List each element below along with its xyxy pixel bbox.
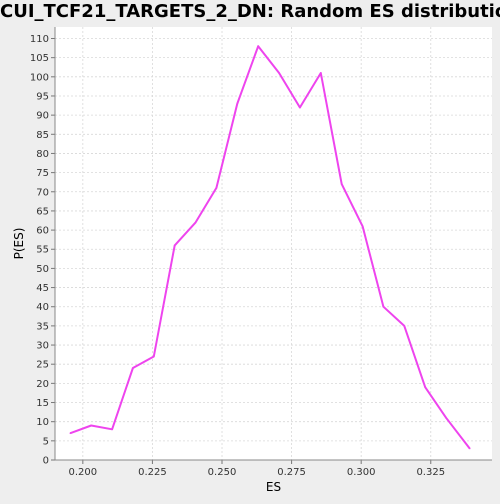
data-point <box>90 424 92 427</box>
y-tick-label: 75 <box>36 168 49 179</box>
data-point <box>403 325 406 327</box>
data-point <box>132 367 134 369</box>
series-line <box>69 45 471 450</box>
y-tick-label: 65 <box>36 206 49 217</box>
data-point <box>445 417 447 419</box>
y-tick-label: 35 <box>36 321 49 332</box>
data-point <box>236 102 239 105</box>
y-tick-label: 90 <box>36 111 49 122</box>
y-tick-label: 25 <box>36 360 49 371</box>
y-tick-label: 15 <box>36 398 49 409</box>
x-tick-label: 0.225 <box>138 467 167 478</box>
x-tick-label: 0.300 <box>347 467 376 478</box>
y-tick-label: 5 <box>43 436 49 447</box>
data-point <box>382 305 385 308</box>
data-point <box>111 428 113 431</box>
data-point <box>153 355 155 358</box>
x-tick-label: 0.200 <box>69 467 98 478</box>
y-tick-label: 20 <box>36 379 49 390</box>
y-tick-label: 45 <box>36 283 49 294</box>
y-tick-label: 80 <box>36 149 49 160</box>
data-point <box>194 221 197 224</box>
y-tick-label: 110 <box>30 34 49 45</box>
data-point <box>299 106 301 109</box>
y-tick-label: 0 <box>43 456 49 467</box>
data-point <box>320 72 322 74</box>
x-axis-title: ES <box>266 480 281 494</box>
y-tick-label: 100 <box>30 72 49 83</box>
y-tick-label: 60 <box>36 226 49 237</box>
data-point <box>424 386 426 388</box>
data-point <box>278 72 280 74</box>
y-tick-label: 105 <box>30 53 49 64</box>
y-tick-label: 70 <box>36 187 49 198</box>
data-point <box>257 45 259 47</box>
data-point <box>215 187 218 189</box>
x-tick-label: 0.250 <box>208 467 237 478</box>
data-point <box>468 447 471 450</box>
data-point <box>173 244 176 247</box>
y-tick-label: 55 <box>36 245 49 256</box>
data-point <box>361 225 364 228</box>
y-tick-label: 95 <box>36 91 49 102</box>
y-tick-label: 85 <box>36 130 49 141</box>
y-tick-label: 50 <box>36 264 49 275</box>
y-tick-label: 10 <box>36 417 49 428</box>
y-tick-label: 40 <box>36 302 49 313</box>
x-tick-label: 0.275 <box>277 467 306 478</box>
x-tick-label: 0.325 <box>416 467 445 478</box>
chart-title: CUI_TCF21_TARGETS_2_DN: Random ES distri… <box>0 1 500 22</box>
y-axis-title: P(ES) <box>12 228 26 260</box>
y-tick-label: 30 <box>36 341 49 352</box>
plot-background <box>55 27 492 460</box>
data-point <box>69 432 72 434</box>
data-point <box>340 183 343 185</box>
